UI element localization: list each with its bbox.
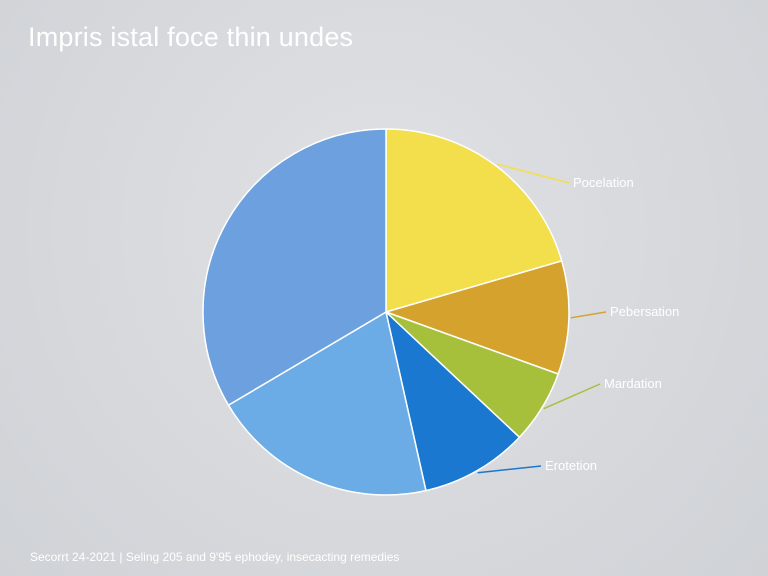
pie-slice-erotetion	[384, 309, 521, 492]
pie-slice-5	[202, 128, 387, 407]
leader-line-mardation	[543, 383, 601, 410]
pie-slice-pocelation	[385, 128, 563, 313]
chart-title: Impris istal foce thin undes	[28, 22, 354, 52]
slice-label-pocelation: Pocelation	[573, 175, 634, 190]
slice-label-mardation: Mardation	[604, 376, 662, 391]
leader-lines	[477, 163, 607, 474]
pie-slice-pebersation	[383, 260, 570, 375]
slice-labels: Pocelation Pebersation Mardation Erotetion	[545, 175, 679, 473]
pie-slice-4	[227, 310, 427, 496]
pie-slices	[202, 128, 570, 496]
leader-line-pebersation	[570, 311, 607, 319]
leader-line-pocelation	[496, 163, 570, 184]
slice-label-erotetion: Erotetion	[545, 458, 597, 473]
footer-note: Secorrt 24-2021 | Seling 205 and 9'95 ep…	[30, 550, 400, 564]
leader-line-erotetion	[477, 465, 542, 474]
slice-label-pebersation: Pebersation	[610, 304, 679, 319]
